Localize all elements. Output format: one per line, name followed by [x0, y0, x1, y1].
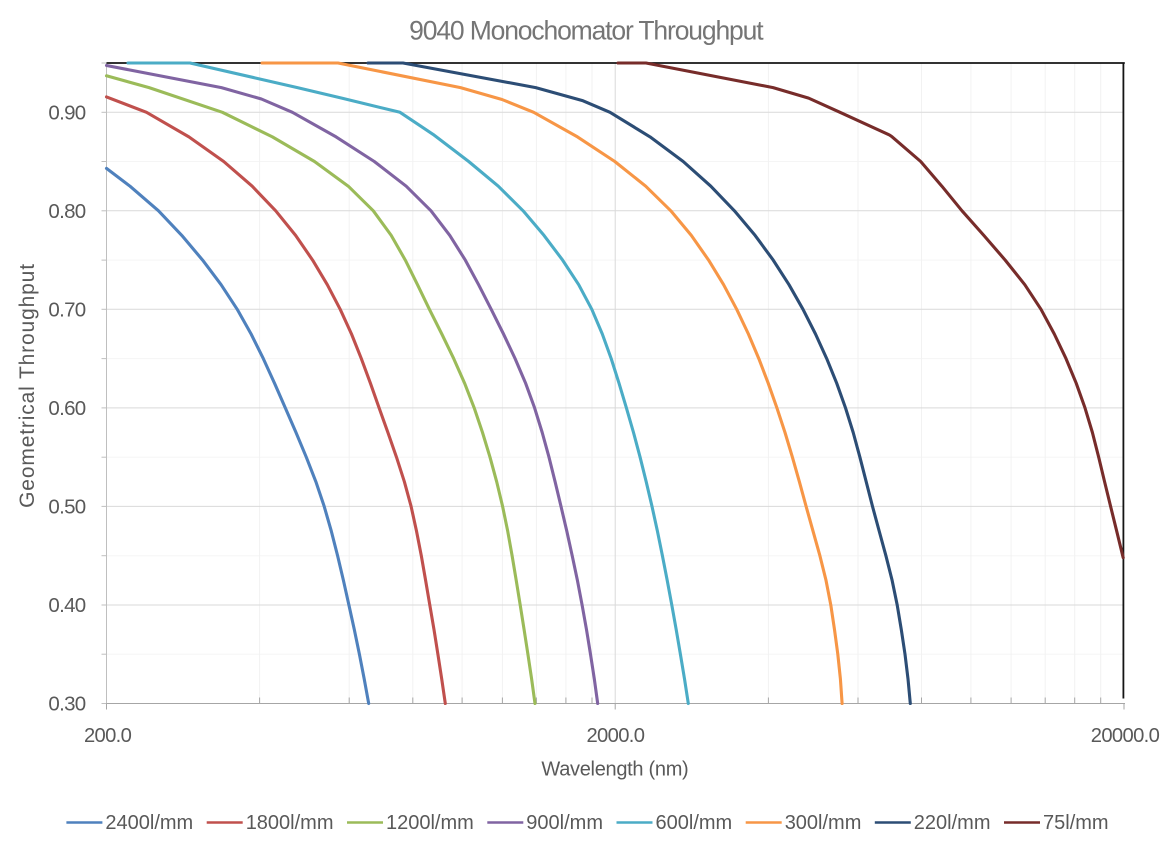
svg-text:75l/mm: 75l/mm: [1043, 812, 1109, 834]
svg-text:0.50: 0.50: [48, 496, 85, 519]
svg-text:0.30: 0.30: [48, 693, 85, 716]
svg-text:2000.0: 2000.0: [586, 725, 644, 747]
svg-text:1800l/mm: 1800l/mm: [246, 812, 334, 834]
svg-text:20000.0: 20000.0: [1091, 725, 1160, 747]
svg-text:600l/mm: 600l/mm: [656, 812, 733, 834]
svg-text:300l/mm: 300l/mm: [785, 812, 862, 834]
svg-text:220l/mm: 220l/mm: [914, 812, 991, 834]
svg-text:900l/mm: 900l/mm: [526, 812, 603, 834]
svg-text:0.40: 0.40: [48, 594, 85, 617]
svg-text:1200l/mm: 1200l/mm: [386, 812, 474, 834]
svg-text:9040 Monochomator Throughput: 9040 Monochomator Throughput: [409, 16, 764, 46]
svg-text:Geometrical Throughput: Geometrical Throughput: [16, 263, 39, 508]
svg-text:Wavelength (nm): Wavelength (nm): [541, 759, 688, 781]
svg-text:0.60: 0.60: [48, 397, 85, 420]
svg-text:0.80: 0.80: [48, 200, 85, 223]
svg-text:0.90: 0.90: [48, 102, 85, 125]
svg-text:200.0: 200.0: [84, 725, 132, 747]
svg-text:0.70: 0.70: [48, 299, 85, 322]
svg-text:2400l/mm: 2400l/mm: [105, 812, 193, 834]
